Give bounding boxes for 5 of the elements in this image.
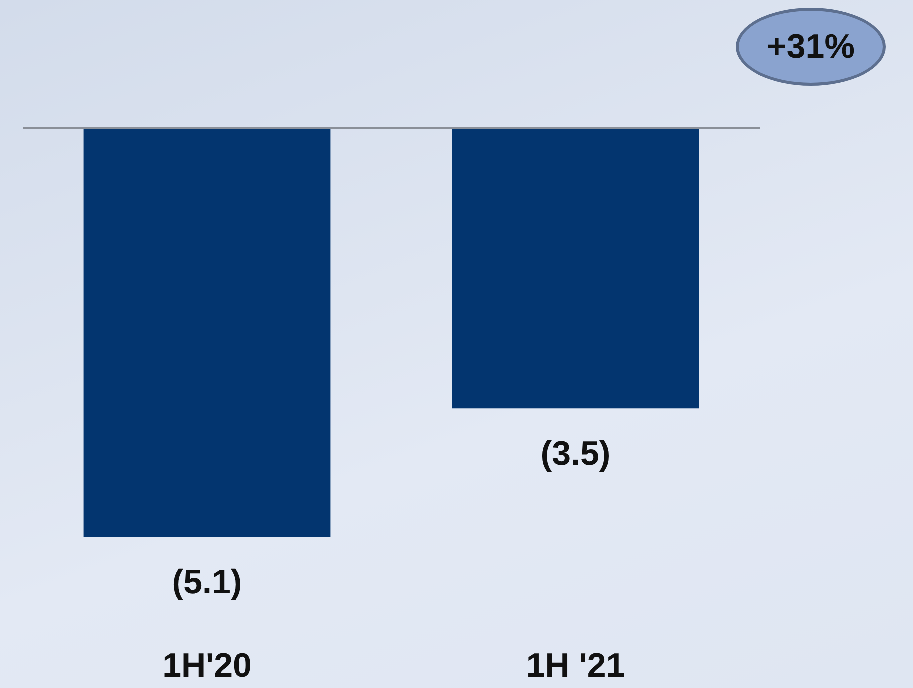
text: +31% [736, 8, 886, 86]
data-label: (3.5) [540, 435, 611, 474]
data-label: (5.1) [172, 563, 242, 602]
x-tick-label: 1H'20 [162, 646, 252, 685]
x-tick-label: 1H '21 [526, 646, 626, 685]
